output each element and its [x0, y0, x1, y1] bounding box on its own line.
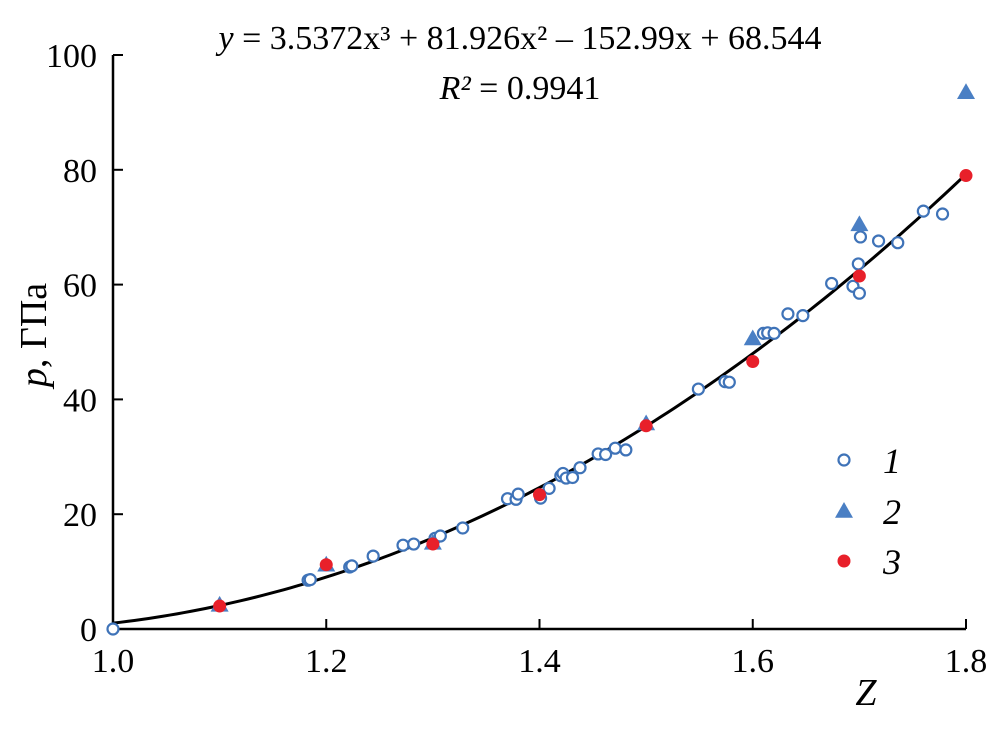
- series-1-point: [565, 470, 580, 485]
- y-tick-label: 60: [63, 268, 97, 305]
- y-tick-label: 80: [63, 153, 97, 190]
- y-tick-label: 20: [63, 497, 97, 534]
- x-tick-label: 1.0: [92, 643, 135, 680]
- series-1-point: [456, 521, 470, 535]
- fit-curve: [112, 173, 968, 625]
- series-1-point: [852, 286, 866, 300]
- series-1-point: [433, 529, 447, 543]
- legend-label-3: 3: [882, 542, 901, 582]
- series-3-point: [213, 599, 227, 613]
- data-markers: [106, 83, 975, 636]
- series-1-point: [825, 276, 839, 291]
- y-tick-label: 40: [63, 382, 97, 419]
- series-1-point: [303, 573, 317, 587]
- y-axis-title: p, ГПа: [13, 283, 55, 390]
- series-2-point: [957, 83, 975, 100]
- y-tick-label: 0: [80, 612, 97, 649]
- legend-marker-3: [837, 554, 851, 568]
- series-1-point: [781, 307, 795, 321]
- series-1-point: [345, 559, 359, 573]
- series-1-point: [407, 537, 421, 551]
- series-1-point: [573, 461, 587, 475]
- x-tick-label: 1.6: [732, 643, 775, 680]
- series-3-point: [746, 355, 760, 369]
- legend-label-2: 2: [883, 492, 901, 532]
- axis-ticks: 1.0 1.2 1.4 1.6 1.8 0 20 40 60 80 100: [46, 38, 987, 680]
- legend-marker-2: [835, 502, 853, 518]
- x-tick-label: 1.4: [518, 643, 561, 680]
- series-2-point: [850, 215, 869, 232]
- series-1-point: [511, 487, 525, 501]
- series-1-point: [599, 447, 613, 462]
- x-tick-label: 1.2: [305, 643, 348, 680]
- series-1-point: [106, 622, 120, 636]
- series-1-point: [796, 308, 810, 323]
- series-3-point: [319, 558, 333, 572]
- legend: 1 2 3: [835, 441, 901, 582]
- x-axis-title: Z: [855, 672, 877, 714]
- series-1-point: [619, 443, 633, 457]
- r-squared: R² = 0.9941: [439, 70, 601, 107]
- series-3-point: [959, 169, 973, 183]
- series-1-point: [916, 204, 930, 218]
- series-1-point: [871, 234, 886, 248]
- series-3-point: [639, 419, 653, 433]
- series-3-point: [533, 488, 546, 502]
- legend-label-1: 1: [883, 441, 901, 481]
- series-2-point: [743, 329, 762, 346]
- series-1-point: [851, 257, 865, 271]
- x-tick-label: 1.8: [945, 643, 988, 680]
- legend-marker-1: [837, 453, 851, 467]
- series-3-point: [852, 269, 866, 283]
- series-1-point: [767, 326, 781, 340]
- fit-equation: y = 3.5372x³ + 81.926x² – 152.99x + 68.5…: [215, 20, 821, 57]
- series-1-point: [366, 549, 380, 563]
- series-1-point: [853, 230, 868, 244]
- series-1-point: [935, 207, 950, 221]
- series-1-point: [608, 441, 622, 455]
- series-1-point: [891, 236, 905, 250]
- series-1-point: [722, 375, 736, 389]
- y-tick-label: 100: [46, 38, 97, 75]
- series-1-point: [691, 382, 705, 396]
- series-1-point: [542, 481, 556, 495]
- series-1-point: [396, 538, 410, 552]
- series-3-point: [426, 537, 440, 551]
